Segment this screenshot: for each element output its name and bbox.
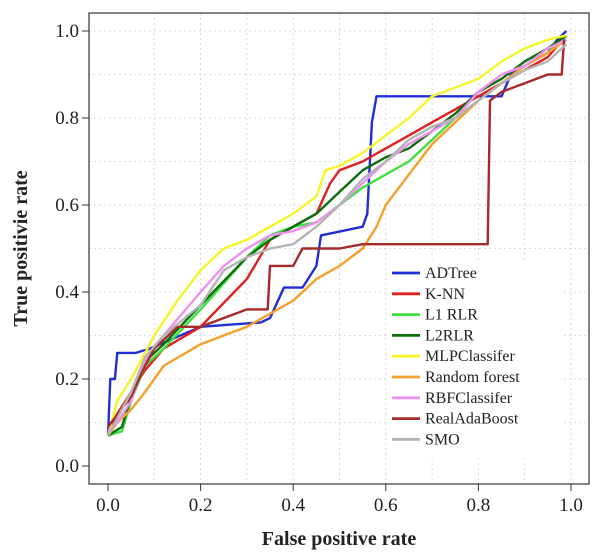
legend-label: RBFClassifer bbox=[425, 390, 513, 407]
x-tick-label: 0.2 bbox=[189, 495, 213, 516]
y-tick-label: 0.0 bbox=[55, 456, 79, 477]
y-axis-title: True positivie rate bbox=[10, 170, 32, 326]
series-line-realadaboost bbox=[107, 39, 566, 428]
y-tick-label: 1.0 bbox=[55, 21, 79, 42]
legend-label: RealAdaBoost bbox=[425, 411, 519, 428]
legend-label: Random forest bbox=[425, 369, 520, 386]
legend-label: ADTree bbox=[425, 265, 477, 282]
y-tick-label: 0.4 bbox=[55, 282, 79, 303]
y-tick-label: 0.6 bbox=[55, 195, 79, 216]
series-line-k-nn bbox=[106, 34, 568, 432]
x-tick-label: 0.0 bbox=[96, 495, 120, 516]
series-line-mlpclassifer bbox=[106, 34, 567, 436]
x-tick-label: 0.8 bbox=[467, 495, 491, 516]
y-tick-label: 0.2 bbox=[55, 369, 79, 390]
legend-label: L2RLR bbox=[425, 327, 474, 344]
legend: ADTree K-NN L1 RLR L2RLR MLPClassifer Random … bbox=[388, 261, 563, 459]
x-tick-label: 0.6 bbox=[374, 495, 398, 516]
x-axis-title: False positive rate bbox=[262, 528, 417, 550]
axis-ticks: 0.0 0.2 0.4 0.6 0.8 1.0 0.0 0.2 0.4 0.6 0.8 1.0 bbox=[55, 21, 583, 516]
x-tick-label: 0.4 bbox=[281, 495, 305, 516]
legend-label: K-NN bbox=[425, 286, 465, 303]
y-tick-label: 0.8 bbox=[55, 108, 79, 129]
plot-frame bbox=[88, 12, 590, 485]
legend-label: L1 RLR bbox=[425, 307, 478, 324]
x-tick-label: 1.0 bbox=[559, 495, 583, 516]
series-line-smo bbox=[106, 43, 568, 437]
legend-label: SMO bbox=[425, 431, 460, 448]
legend-label: MLPClassifer bbox=[425, 348, 515, 365]
series-lines bbox=[106, 30, 568, 437]
